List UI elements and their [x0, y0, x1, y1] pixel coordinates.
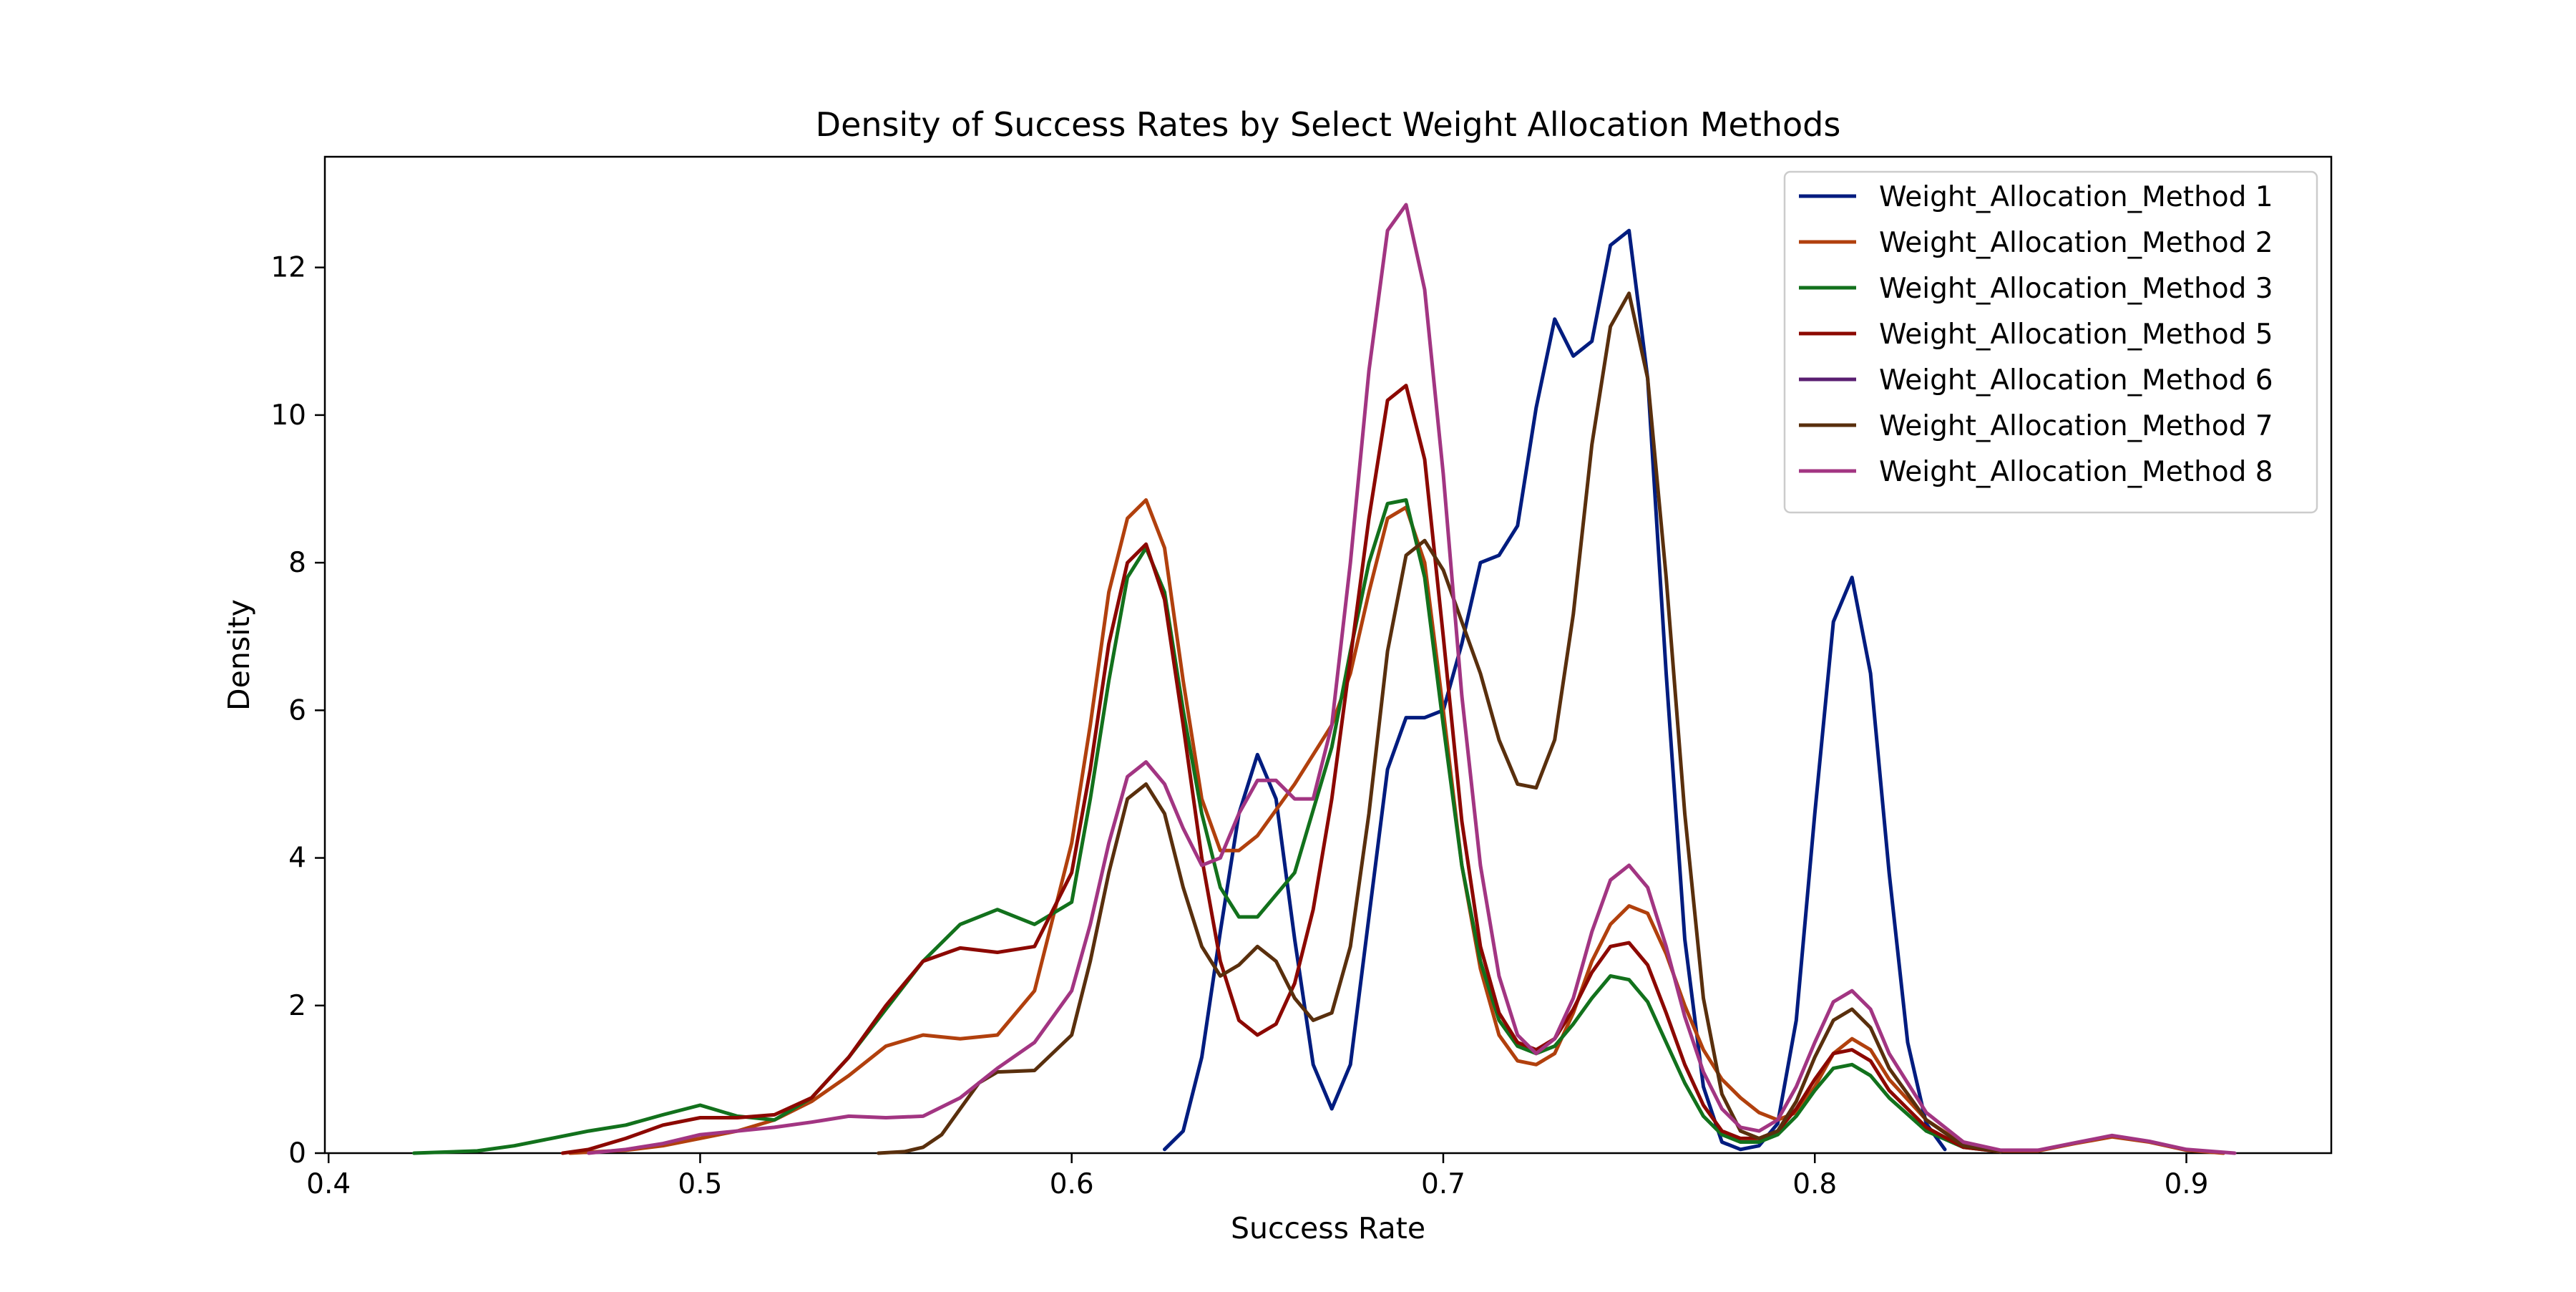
legend-label: Weight_Allocation_Method 7 [1879, 410, 2273, 442]
x-axis-label: Success Rate [1231, 1211, 1425, 1245]
y-tick-label: 0 [288, 1137, 306, 1170]
x-tick-label: 0.5 [678, 1168, 722, 1200]
legend-label: Weight_Allocation_Method 6 [1879, 364, 2273, 397]
x-tick-label: 0.4 [306, 1168, 351, 1200]
y-axis: 0 2 4 6 8 10 12 [270, 252, 325, 1170]
legend-label: Weight_Allocation_Method 2 [1879, 227, 2273, 259]
plot-frame [323, 155, 2333, 1155]
x-tick-label: 0.9 [2164, 1168, 2208, 1200]
legend-label: Weight_Allocation_Method 1 [1879, 181, 2273, 213]
y-tick-label: 2 [288, 990, 306, 1022]
x-tick-label: 0.6 [1050, 1168, 1094, 1200]
x-axis: 0.4 0.5 0.6 0.7 0.8 0.9 [306, 1153, 2209, 1200]
y-tick-label: 8 [288, 547, 306, 579]
legend-label: Weight_Allocation_Method 5 [1879, 319, 2273, 351]
chart-title: Density of Success Rates by Select Weigh… [816, 105, 1841, 144]
legend-box [1783, 170, 2318, 514]
x-tick-label: 0.8 [1792, 1168, 1837, 1200]
series-layer [412, 203, 2237, 1155]
series-line-6 [877, 291, 2003, 1155]
plot-area [323, 155, 2333, 1155]
y-tick-label: 6 [288, 694, 306, 727]
series-line-7 [587, 203, 2237, 1155]
y-tick-label: 10 [270, 399, 306, 432]
series-line-1 [1163, 228, 1947, 1152]
legend-label: Weight_Allocation_Method 3 [1879, 273, 2273, 305]
legend-label: Weight_Allocation_Method 8 [1879, 456, 2273, 488]
legend: Weight_Allocation_Method 1 Weight_Allocat… [1783, 170, 2318, 514]
y-tick-label: 12 [270, 252, 306, 284]
y-axis-label: Density [222, 599, 256, 711]
x-tick-label: 0.7 [1421, 1168, 1465, 1200]
y-tick-label: 4 [288, 842, 306, 875]
